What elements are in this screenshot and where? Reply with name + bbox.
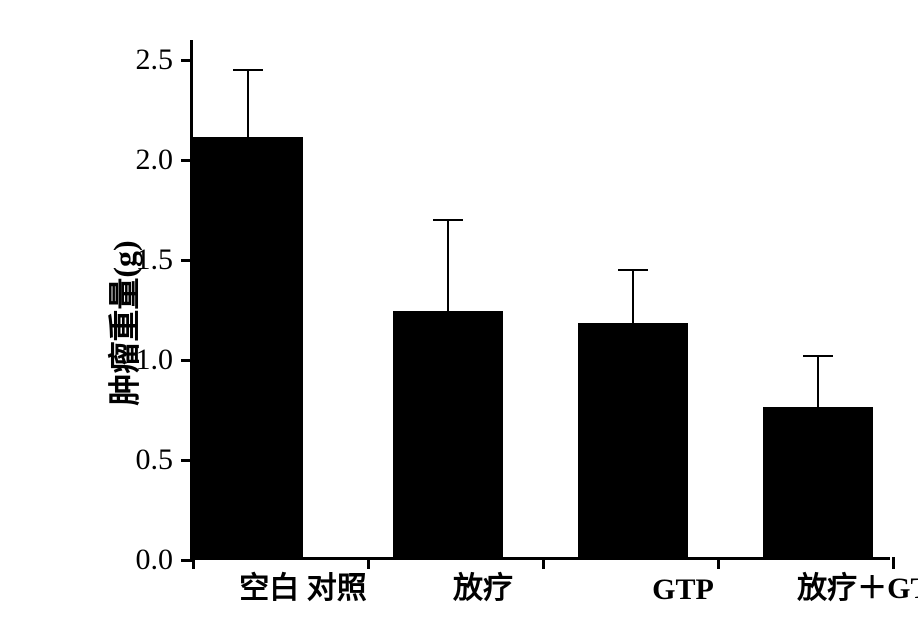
y-tick [181, 259, 193, 262]
bar [578, 323, 688, 557]
x-tick [367, 557, 370, 569]
y-tick-label: 2.5 [103, 43, 173, 77]
bar [393, 311, 503, 557]
x-tick-label: GTP [652, 573, 714, 607]
y-tick-label: 0.0 [103, 543, 173, 577]
error-bar-cap [433, 219, 463, 221]
bar [193, 137, 303, 557]
y-tick-label: 1.5 [103, 243, 173, 277]
bar-chart: 肿瘤重量(g) 0.00.51.01.52.02.5空白 对照放疗GTP放疗＋G… [50, 20, 900, 620]
x-tick-label: 放疗 [453, 563, 513, 607]
x-tick [717, 557, 720, 569]
error-bar-cap [233, 69, 263, 71]
y-tick [181, 359, 193, 362]
x-tick-label: 放疗＋GTP [797, 563, 918, 607]
error-bar-cap [803, 355, 833, 357]
x-tick [542, 557, 545, 569]
y-tick [181, 159, 193, 162]
y-tick-label: 2.0 [103, 143, 173, 177]
y-tick-label: 1.0 [103, 343, 173, 377]
error-bar [817, 356, 819, 410]
bar [763, 407, 873, 557]
error-bar-cap [618, 269, 648, 271]
x-tick-label: 空白 对照 [239, 563, 367, 607]
x-tick [192, 557, 195, 569]
y-tick-label: 0.5 [103, 443, 173, 477]
plot-area: 0.00.51.01.52.02.5空白 对照放疗GTP放疗＋GTP [190, 40, 890, 560]
y-tick [181, 459, 193, 462]
error-bar [447, 220, 449, 314]
error-bar [247, 70, 249, 140]
y-tick [181, 59, 193, 62]
error-bar [632, 270, 634, 326]
